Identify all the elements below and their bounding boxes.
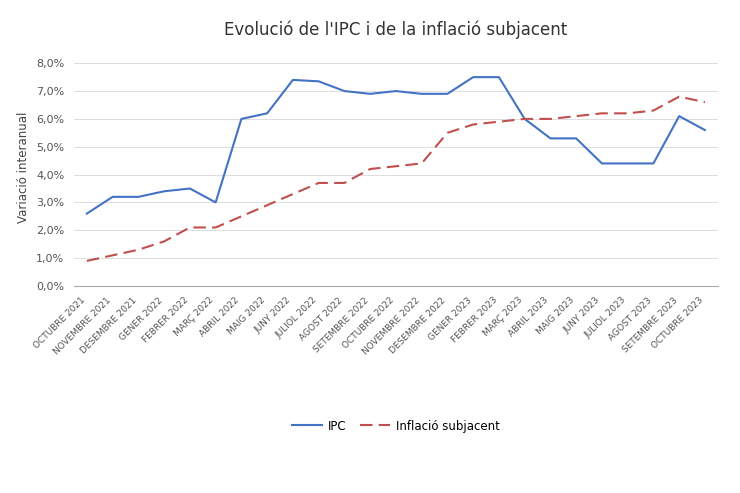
Inflació subjacent [211,224,220,230]
Inflació subjacent [134,247,143,253]
IPC [237,116,246,122]
IPC [494,74,503,80]
Inflació subjacent [546,116,555,122]
Inflació subjacent [82,258,91,264]
Inflació subjacent [289,191,297,197]
IPC [366,91,374,97]
Inflació subjacent [391,163,400,169]
IPC [263,110,272,116]
IPC [675,113,684,119]
IPC [289,77,297,83]
Inflació subjacent [366,166,374,172]
Inflació subjacent [597,110,606,116]
IPC [82,211,91,216]
Inflació subjacent [314,180,323,186]
Inflació subjacent [417,161,426,167]
Y-axis label: Variació interanual: Variació interanual [18,112,30,223]
Inflació subjacent [701,99,710,105]
Inflació subjacent [263,202,272,208]
IPC [340,88,349,94]
IPC [108,194,117,200]
Inflació subjacent [340,180,349,186]
IPC [701,127,710,133]
Inflació subjacent [520,116,529,122]
Inflació subjacent [675,94,684,100]
IPC [572,136,581,141]
Legend: IPC, Inflació subjacent: IPC, Inflació subjacent [287,415,505,437]
Line: Inflació subjacent: Inflació subjacent [87,97,705,261]
Title: Evolució de l'IPC i de la inflació subjacent: Evolució de l'IPC i de la inflació subja… [224,21,568,39]
IPC [314,78,323,84]
Inflació subjacent [186,224,195,230]
Inflació subjacent [649,107,658,113]
IPC [597,161,606,167]
IPC [134,194,143,200]
IPC [443,91,452,97]
Inflació subjacent [623,110,632,116]
IPC [468,74,477,80]
Inflació subjacent [468,121,477,127]
IPC [160,188,169,194]
IPC [211,200,220,206]
Inflació subjacent [443,130,452,136]
IPC [391,88,400,94]
IPC [649,161,658,167]
IPC [417,91,426,97]
IPC [546,136,555,141]
Inflació subjacent [160,239,169,245]
Inflació subjacent [494,119,503,125]
Line: IPC: IPC [87,77,705,213]
Inflació subjacent [572,113,581,119]
IPC [623,161,632,167]
Inflació subjacent [237,213,246,219]
Inflació subjacent [108,252,117,258]
IPC [520,116,529,122]
IPC [186,185,195,191]
